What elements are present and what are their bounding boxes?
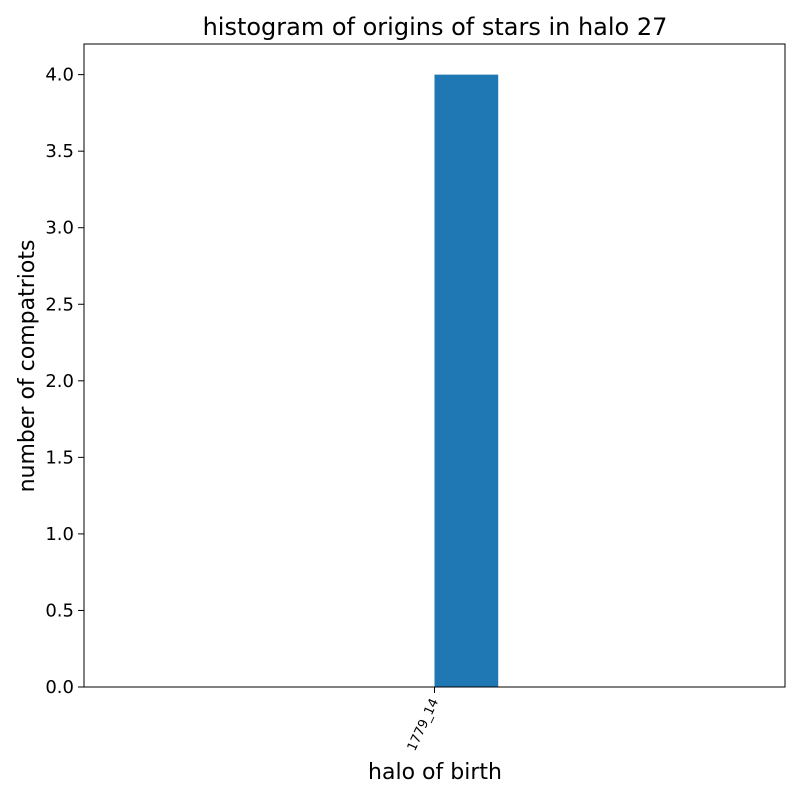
y-tick-label: 1.0 <box>45 524 74 545</box>
y-axis-label: number of compatriots <box>15 240 40 493</box>
y-tick-label: 2.0 <box>45 371 74 392</box>
y-axis-ticks: 0.0 0.5 1.0 1.5 2.0 2.5 3.0 3.5 4.0 <box>45 65 84 698</box>
y-tick-label: 3.0 <box>45 218 74 239</box>
y-tick-label: 2.5 <box>45 294 74 315</box>
y-tick-label: 3.5 <box>45 141 74 162</box>
x-axis-ticks: 1779_14 <box>405 687 442 754</box>
y-tick-label: 1.5 <box>45 447 74 468</box>
plot-frame <box>83 43 786 688</box>
y-tick-label: 0.5 <box>45 600 74 621</box>
bar-1779_14 <box>434 74 499 688</box>
x-axis-label: halo of birth <box>368 760 502 785</box>
y-tick-label: 4.0 <box>45 65 74 86</box>
chart-title: histogram of origins of stars in halo 27 <box>203 13 668 41</box>
bars <box>434 74 499 688</box>
y-tick-label: 0.0 <box>45 677 74 698</box>
x-tick-label: 1779_14 <box>405 696 442 753</box>
